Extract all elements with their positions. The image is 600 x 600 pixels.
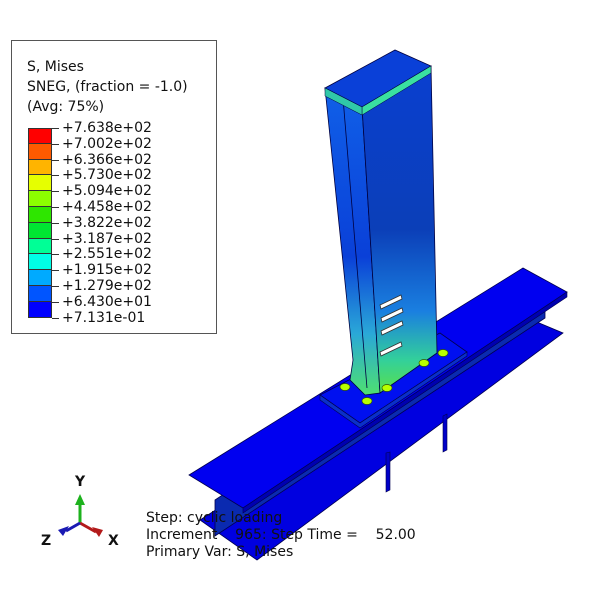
x-axis-label: X: [108, 533, 119, 549]
legend-level-label: +7.002e+02: [62, 135, 152, 152]
legend-level-label: +6.430e+01: [62, 293, 152, 310]
legend-level-label: +6.366e+02: [62, 151, 152, 168]
legend-level-label: +4.458e+02: [62, 199, 152, 215]
legend-section-point: SNEG, (fraction = -1.0): [27, 79, 188, 95]
legend-tick: [52, 238, 59, 240]
beam-stiffener: [385, 451, 391, 493]
color-bar-band: [28, 254, 52, 271]
legend-tick: [52, 128, 59, 129]
column-flange-line: [342, 97, 368, 389]
legend-level-label: +7.638e+02: [62, 120, 152, 136]
column-top-plate-edge: [324, 87, 363, 116]
legend-variable: S, Mises: [27, 59, 84, 75]
legend-tick: [52, 254, 59, 256]
base-plate-edge: [319, 351, 468, 429]
legend-level-label: +7.131e-01: [62, 309, 146, 326]
color-bar-band: [28, 175, 52, 192]
color-bar-band: [28, 159, 52, 176]
legend-level-label: +1.915e+02: [62, 262, 152, 279]
axis-triad: [58, 494, 103, 537]
color-bar-band: [28, 128, 52, 144]
contour-legend: S, Mises SNEG, (fraction = -1.0) (Avg: 7…: [11, 40, 217, 334]
legend-averaging: (Avg: 75%): [27, 99, 105, 115]
legend-tick: [52, 159, 59, 161]
color-bar-band: [28, 270, 52, 286]
color-bar-band: [28, 222, 52, 239]
beam-stiffener: [442, 413, 448, 453]
bolt-slots: [379, 294, 404, 357]
increment-info: Increment 965: Step Time = 52.00: [146, 527, 416, 543]
legend-tick: [52, 175, 59, 177]
legend-level-label: +3.822e+02: [62, 214, 152, 231]
beam-top-flange-edge: [242, 291, 568, 514]
color-bar-band: [28, 206, 52, 223]
x-axis-arrow: [79, 521, 97, 534]
legend-tick: [52, 143, 59, 145]
primary-var-info: Primary Var: S, Mises: [146, 544, 294, 560]
legend-level-label: +5.094e+02: [62, 183, 152, 200]
x-axis-arrowhead: [92, 527, 103, 537]
color-bar-band: [28, 238, 52, 255]
legend-level-label: +2.551e+02: [62, 246, 152, 263]
y-axis-label: Y: [75, 474, 86, 490]
legend-tick: [52, 286, 59, 287]
color-bar-band: [28, 143, 52, 160]
legend-tick: [52, 207, 59, 208]
color-bar-band: [28, 191, 52, 207]
z-axis-label: Z: [41, 533, 52, 549]
z-axis-arrowhead: [58, 526, 69, 536]
legend-tick: [52, 191, 59, 193]
step-info: Step: cyclic loading: [146, 510, 283, 526]
y-axis-arrowhead: [75, 494, 85, 505]
color-bar: [28, 128, 52, 318]
legend-level-label: +1.279e+02: [62, 278, 152, 294]
legend-level-label: +3.187e+02: [62, 230, 152, 247]
legend-tick: [52, 270, 59, 272]
color-bar-band: [28, 285, 52, 302]
z-axis-arrow: [65, 521, 81, 533]
legend-tick: [52, 222, 59, 224]
legend-tick: [52, 317, 59, 319]
legend-tick: [52, 301, 59, 303]
bolts: [339, 349, 449, 405]
color-bar-band: [28, 301, 52, 318]
legend-level-label: +5.730e+02: [62, 167, 152, 184]
